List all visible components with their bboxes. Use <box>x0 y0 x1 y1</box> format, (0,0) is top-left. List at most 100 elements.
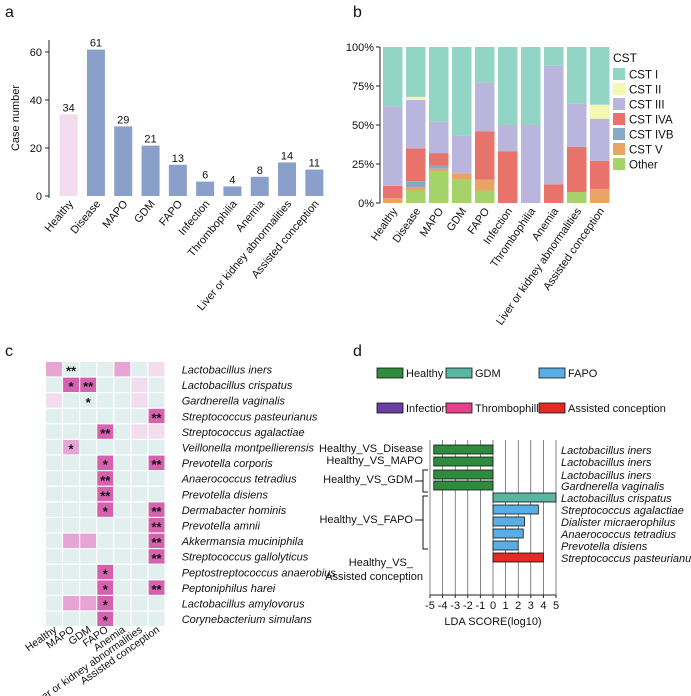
cell-veillonella-montpellierensis-mapo <box>63 440 79 455</box>
cell-prevotella-disiens-gdm <box>80 486 97 502</box>
legend-entry-cst-v: CST V <box>629 145 663 157</box>
bar-gdm <box>141 145 160 196</box>
cell-prevotella-corporis-gdm <box>80 455 97 470</box>
cell-streptococcus-pasteurianus-mapo <box>63 408 79 424</box>
cell-lactobacillus-amylovorus-healthy <box>46 596 62 611</box>
significance-star: * <box>103 504 109 519</box>
significance-star: ** <box>151 520 162 535</box>
cell-peptostreptococcus-anaerobius-mapo <box>63 564 79 580</box>
significance-star: ** <box>100 473 111 488</box>
segment-liver-or-kidney-abnormalities-cst-iii <box>567 103 587 147</box>
x-axis-label: LDA SCORE(log10) <box>444 616 541 628</box>
significance-star: ** <box>151 410 162 425</box>
lda-bar-lactobacillus-iners <box>433 469 494 480</box>
panel-b-stacked-bar-chart: 0%25%50%75%100%HealthyDiseaseMAPOGDMFAPO… <box>346 42 674 327</box>
cell-prevotella-amnii-liver-or-kidney-abnormalities <box>131 518 148 533</box>
bar-healthy <box>59 114 78 196</box>
cell-lactobacillus-crispatus-liver-or-kidney-abnormalities <box>131 377 148 392</box>
significance-star: * <box>103 457 109 472</box>
cell-streptococcus-agalactiae-liver-or-kidney-abnormalities <box>131 424 148 439</box>
panel-c-heatmap: ** Lactobacillus iners* ** Lactobacillus cr… <box>23 362 336 696</box>
comparison-label: Healthy_VS_GDM <box>323 474 413 486</box>
y-tick-label: 75% <box>352 81 374 93</box>
segment-liver-or-kidney-abnormalities-other <box>567 192 587 203</box>
cell-prevotella-disiens-anemia <box>114 486 131 502</box>
cell-prevotella-amnii-fapo <box>97 518 114 533</box>
segment-thrombophilia-cst-iii <box>521 125 541 203</box>
segment-assisted-conception-cst-v <box>590 188 610 203</box>
segment-gdm-other <box>452 179 472 203</box>
segment-disease-cst-i <box>406 47 426 97</box>
segment-assisted-conception-cst-i <box>590 47 610 105</box>
segment-liver-or-kidney-abnormalities-cst-iva <box>567 146 587 193</box>
segment-disease-other <box>406 190 426 203</box>
cell-prevotella-disiens-assisted-conception <box>148 486 165 502</box>
taxon-label-lactobacillus-crispatus: Lactobacillus crispatus <box>561 493 672 505</box>
cell-akkermansia-muciniphila-anemia <box>114 533 131 548</box>
segment-mapo-cst-i <box>429 47 449 122</box>
cell-lactobacillus-amylovorus-anemia <box>114 596 131 611</box>
x-tick-label: -4 <box>438 600 448 612</box>
comparison-label: Assisted conception <box>325 571 423 583</box>
cell-streptococcus-agalactiae-fapo <box>97 424 114 439</box>
significance-star: ** <box>83 379 94 394</box>
cell-peptostreptococcus-anaerobius-healthy <box>46 564 62 580</box>
cell-corynebacterium-simulans-healthy <box>46 611 62 626</box>
segment-disease-cst-ivb <box>406 181 426 188</box>
cell-streptococcus-pasteurianus-fapo <box>97 408 114 424</box>
y-tick-label: 25% <box>352 159 374 171</box>
segment-anemia-cst-i <box>544 47 564 66</box>
cell-peptostreptococcus-anaerobius-assisted-conception <box>148 564 165 580</box>
panel-label-c: c <box>5 343 13 360</box>
lda-bar-lactobacillus-crispatus <box>492 492 557 503</box>
segment-disease-cst-ii <box>406 96 426 101</box>
cell-lactobacillus-amylovorus-mapo <box>63 596 79 611</box>
significance-star: * <box>86 395 92 410</box>
cell-dermabacter-hominis-anemia <box>114 502 131 517</box>
segment-fapo-other <box>475 190 495 203</box>
significance-star: ** <box>100 488 111 503</box>
y-tick-label: 40 <box>30 95 42 107</box>
cell-dermabacter-hominis-healthy <box>46 502 62 517</box>
lda-bar-streptococcus-agalactiae <box>492 504 539 515</box>
segment-disease-cst-v <box>406 187 426 191</box>
cell-akkermansia-muciniphila-assisted-conception <box>148 533 165 548</box>
data-label-healthy: 34 <box>63 102 75 114</box>
data-label-infection: 6 <box>202 170 208 182</box>
bar-thrombophilia <box>223 186 242 196</box>
segment-assisted-conception-cst-iva <box>590 160 610 189</box>
row-label-streptococcus-pasteurianus: Streptococcus pasteurianus <box>182 411 318 423</box>
y-tick-label: 50% <box>352 120 374 132</box>
taxon-label-streptococcus-agalactiae: Streptococcus agalactiae <box>561 505 684 517</box>
segment-healthy-cst-v <box>383 198 403 203</box>
segment-infection-cst-iii <box>498 125 518 152</box>
comparison-label: Healthy_VS_FAPO <box>319 514 413 526</box>
cell-streptococcus-agalactiae-assisted-conception <box>148 424 165 439</box>
segment-healthy-cst-i <box>383 47 403 107</box>
segment-fapo-cst-i <box>475 47 495 83</box>
cell-lactobacillus-iners-fapo <box>97 362 114 377</box>
legend-entry-other: Other <box>629 160 658 172</box>
cell-veillonella-montpellierensis-healthy <box>46 440 62 455</box>
comparison-label: Healthy_VS_ <box>349 557 414 569</box>
legend-swatch-cst-iva <box>613 113 625 125</box>
row-label-streptococcus-agalactiae: Streptococcus agalactiae <box>182 427 305 439</box>
legend-swatch-assisted-conception <box>538 402 566 414</box>
cell-prevotella-amnii-healthy <box>46 518 62 533</box>
cell-akkermansia-muciniphila-mapo <box>63 533 79 548</box>
segment-gdm-cst-i <box>452 47 472 136</box>
cell-corynebacterium-simulans-assisted-conception <box>148 611 165 626</box>
cell-akkermansia-muciniphila-healthy <box>46 533 62 548</box>
cell-lactobacillus-amylovorus-fapo <box>97 596 114 611</box>
x-tick-label-gdm: GDM <box>132 198 158 225</box>
x-tick-label: 1 <box>503 600 509 612</box>
cell-dermabacter-hominis-gdm <box>80 502 97 517</box>
cell-lactobacillus-iners-liver-or-kidney-abnormalities <box>131 362 148 377</box>
cell-streptococcus-agalactiae-gdm <box>80 424 97 439</box>
cell-akkermansia-muciniphila-gdm <box>80 533 97 548</box>
legend-entry-fapo: FAPO <box>568 368 598 380</box>
cell-gardnerella-vaginalis-anemia <box>114 393 131 408</box>
bar-liver-or-kidney-abnormalities <box>278 162 297 196</box>
panel-label-a: a <box>5 4 14 21</box>
cell-lactobacillus-crispatus-healthy <box>46 377 62 392</box>
